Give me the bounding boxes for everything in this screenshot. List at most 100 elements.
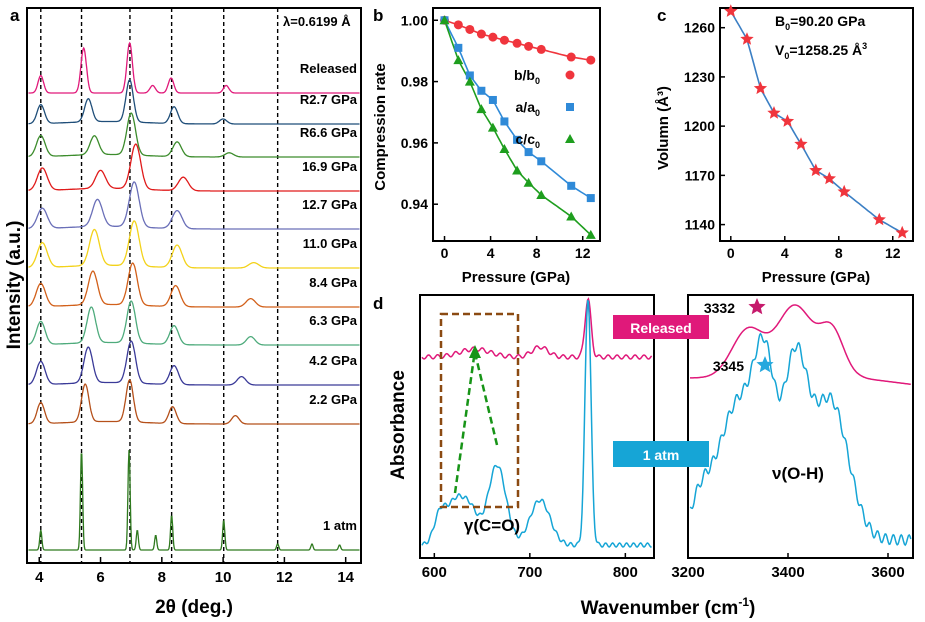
xrd-trace bbox=[28, 262, 360, 308]
legend-label: a/a0 bbox=[516, 99, 540, 118]
data-point bbox=[724, 4, 738, 17]
data-point bbox=[500, 117, 509, 126]
x-tick-label: 800 bbox=[613, 564, 638, 581]
x-tick-label: 6 bbox=[96, 569, 104, 586]
xrd-trace bbox=[28, 220, 360, 269]
data-point bbox=[567, 181, 576, 190]
legend-marker bbox=[565, 134, 575, 143]
released-label: Released bbox=[630, 320, 691, 336]
x-tick-label: 4 bbox=[487, 245, 495, 261]
data-point bbox=[536, 190, 547, 200]
trace-label: 16.9 GPa bbox=[302, 159, 358, 174]
data-point bbox=[454, 43, 463, 52]
panel-c: 0 4 8 12 1260 1230 1200 1170 1140 B0=90.20 GPa V… bbox=[655, 4, 914, 286]
panel-c-frame bbox=[719, 7, 914, 242]
fit-label-b0: B0=90.20 GPa bbox=[775, 13, 865, 32]
ir-trace-1atm bbox=[421, 299, 652, 548]
data-point bbox=[476, 104, 487, 114]
x-tick-label: 3400 bbox=[771, 564, 804, 581]
x-tick-label: 12 bbox=[885, 245, 901, 261]
atm-label: 1 atm bbox=[643, 447, 680, 463]
panel-d-right-frame bbox=[687, 294, 914, 559]
y-tick-label: 1260 bbox=[684, 20, 715, 36]
panel-d-xlabel: Wavenumber (cm-1) bbox=[581, 595, 756, 619]
xrd-trace bbox=[28, 449, 360, 551]
x-tick-label: 600 bbox=[422, 564, 447, 581]
y-tick-label: 1.00 bbox=[401, 12, 428, 28]
x-tick-label: 8 bbox=[158, 569, 166, 586]
data-point bbox=[753, 81, 768, 95]
oh-annotation: ν(O-H) bbox=[772, 464, 824, 483]
data-point bbox=[488, 32, 498, 42]
xrd-trace bbox=[28, 41, 360, 94]
x-tick-label: 4 bbox=[35, 569, 44, 586]
panel-b-ylabel: Compression rate bbox=[372, 63, 389, 191]
y-tick-label: 1200 bbox=[684, 118, 715, 134]
xrd-trace bbox=[28, 112, 360, 158]
data-point bbox=[487, 122, 498, 132]
data-point bbox=[524, 41, 534, 51]
atm-label-box bbox=[613, 441, 709, 467]
data-point bbox=[524, 148, 533, 157]
xrd-trace bbox=[28, 79, 360, 125]
panel-b-frame bbox=[432, 7, 601, 242]
trace-label: Released bbox=[300, 61, 357, 76]
data-point bbox=[780, 114, 795, 127]
x-tick-label: 3200 bbox=[671, 564, 704, 581]
y-tick-label: 1170 bbox=[685, 167, 716, 183]
data-point bbox=[767, 106, 781, 119]
trace-label: R2.7 GPa bbox=[300, 92, 358, 107]
x-tick-label: 12 bbox=[276, 569, 293, 586]
ir-trace-released bbox=[421, 297, 653, 360]
panel-letter-c: c bbox=[657, 6, 666, 25]
data-point bbox=[488, 95, 497, 104]
data-point bbox=[477, 86, 486, 95]
trace-label: R6.6 GPa bbox=[300, 125, 358, 140]
trace-label: 11.0 GPa bbox=[303, 236, 358, 251]
data-point bbox=[512, 165, 523, 175]
xrd-trace bbox=[28, 143, 360, 192]
x-tick-label: 700 bbox=[517, 564, 542, 581]
y-tick-label: 1230 bbox=[684, 69, 715, 85]
x-tick-label: 8 bbox=[835, 245, 843, 261]
trace-label: 1 atm bbox=[323, 518, 357, 533]
data-point bbox=[439, 15, 450, 25]
data-point bbox=[499, 144, 510, 154]
star-icon bbox=[748, 298, 766, 315]
dashed-arrow-right bbox=[474, 356, 499, 446]
panel-b-xlabel: Pressure (GPa) bbox=[462, 269, 570, 286]
panel-letter-b: b bbox=[373, 6, 383, 25]
y-tick-label: 0.96 bbox=[401, 135, 428, 151]
data-point bbox=[895, 225, 909, 239]
data-point bbox=[453, 55, 464, 65]
panel-d: 600 700 800 3200 3400 3600 Released 1 atm γ(C=O… bbox=[388, 294, 914, 619]
data-point bbox=[499, 35, 509, 45]
data-point bbox=[837, 184, 851, 198]
panel-c-ylabel: Volumn (Å³) bbox=[655, 86, 672, 170]
x-tick-label: 3600 bbox=[871, 564, 904, 581]
highlight-box bbox=[439, 312, 520, 509]
released-label-box bbox=[613, 315, 709, 339]
panel-d-left-frame bbox=[419, 294, 655, 559]
y-tick-label: 0.94 bbox=[401, 196, 428, 212]
x-tick-label: 14 bbox=[337, 569, 354, 586]
legend-marker bbox=[566, 103, 574, 111]
data-point bbox=[513, 135, 522, 144]
data-point bbox=[794, 137, 808, 150]
data-point bbox=[872, 212, 886, 226]
fit-label-v0: V0=1258.25 Å3 bbox=[775, 41, 867, 61]
ir-trace-1atm-oh bbox=[689, 332, 912, 547]
peak-label-3332: 3332 bbox=[704, 300, 735, 316]
x-tick-label: 12 bbox=[575, 245, 591, 261]
data-point bbox=[523, 177, 534, 187]
trace-label: 2.2 GPa bbox=[309, 392, 357, 407]
data-point bbox=[537, 157, 546, 166]
panel-d-ylabel: Absorbance bbox=[388, 370, 409, 480]
legend-marker bbox=[565, 70, 575, 80]
x-tick-label: 8 bbox=[533, 245, 541, 261]
data-point bbox=[512, 38, 522, 48]
data-point bbox=[566, 52, 576, 62]
panel-letter-d: d bbox=[373, 294, 383, 313]
data-point bbox=[740, 32, 754, 45]
